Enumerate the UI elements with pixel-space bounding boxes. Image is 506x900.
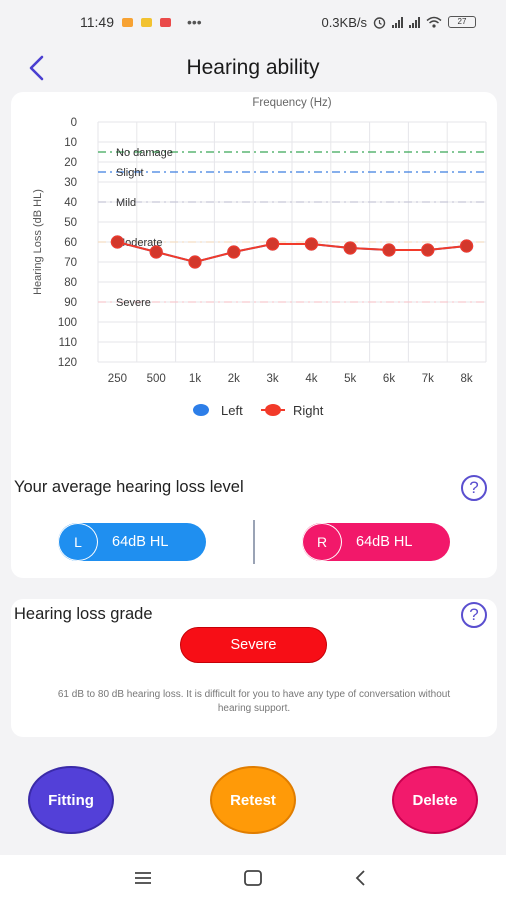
folder-icon	[141, 17, 152, 27]
x-tick-label: 1k	[189, 373, 201, 385]
legend-label-right: Right	[293, 403, 324, 418]
notification-icon	[160, 17, 171, 27]
battery-icon: 27	[448, 16, 476, 28]
x-tick-label: 2k	[228, 373, 240, 385]
page-title: Hearing ability	[186, 56, 320, 79]
data-point-right	[382, 243, 396, 257]
system-nav-bar	[0, 855, 506, 900]
x-tick-label: 7k	[422, 373, 434, 385]
y-tick-label: 10	[64, 137, 77, 149]
series-line-right	[117, 241, 467, 264]
app-header: Hearing ability	[0, 46, 506, 90]
x-tick-label: 6k	[383, 373, 395, 385]
left-ear-average: L 64dB HL	[58, 523, 206, 561]
question-icon: ?	[469, 478, 479, 497]
average-help-button[interactable]: ?	[461, 475, 487, 501]
y-tick-label: 50	[64, 217, 77, 229]
home-icon	[244, 870, 262, 886]
menu-icon	[135, 872, 151, 884]
hearing-grade-card: Hearing loss grade ? Severe 61 dB to 80 …	[11, 599, 497, 737]
status-left: 11:49 •••	[80, 14, 202, 30]
y-tick-label: 120	[58, 357, 77, 369]
data-point-right	[460, 239, 474, 253]
threshold-label: No damage	[116, 147, 173, 159]
audiogram-card: Frequency (Hz) Hearing Loss (dB HL) 0 10 20 3…	[11, 92, 497, 578]
x-tick-label: 8k	[461, 373, 473, 385]
question-icon: ?	[469, 605, 479, 624]
legend-marker-left	[193, 404, 209, 416]
ear-divider	[253, 520, 255, 564]
system-back-button[interactable]	[348, 865, 374, 891]
data-point-right	[343, 241, 357, 255]
right-ear-average: R 64dB HL	[302, 523, 450, 561]
retest-button[interactable]: Retest	[210, 766, 296, 834]
y-tick-label: 0	[71, 117, 77, 129]
signal-icon-2	[409, 16, 420, 28]
y-axis-label: Hearing Loss (dB HL)	[32, 189, 44, 295]
right-ear-value: 64dB HL	[356, 534, 413, 550]
data-point-right	[188, 255, 202, 269]
x-tick-label: 250	[108, 373, 127, 385]
right-ear-badge: R	[302, 523, 342, 561]
y-tick-label: 100	[58, 317, 77, 329]
grade-help-button[interactable]: ?	[461, 602, 487, 628]
fitting-button[interactable]: Fitting	[28, 766, 114, 834]
legend-label-left: Left	[221, 403, 243, 418]
grade-section-title: Hearing loss grade	[14, 605, 153, 623]
data-point-right	[227, 245, 241, 259]
chevron-left-icon	[29, 55, 44, 81]
threshold-label: Slight	[116, 167, 144, 179]
left-ear-value: 64dB HL	[112, 534, 169, 550]
x-tick-label: 500	[147, 373, 166, 385]
x-tick-label: 5k	[344, 373, 356, 385]
back-button[interactable]	[18, 50, 54, 86]
data-point-right	[110, 235, 125, 249]
threshold-label: Mild	[116, 197, 136, 209]
mi-icon	[122, 17, 133, 27]
left-ear-badge: L	[58, 523, 98, 561]
y-tick-label: 40	[64, 197, 77, 209]
y-tick-label: 70	[64, 257, 77, 269]
average-section-title: Your average hearing loss level	[14, 478, 244, 496]
data-point-right	[149, 245, 163, 259]
y-tick-label: 20	[64, 157, 77, 169]
status-time: 11:49	[80, 14, 114, 30]
data-point-right	[266, 237, 280, 251]
network-speed: 0.3KB/s	[321, 14, 367, 30]
alarm-icon	[373, 16, 386, 29]
home-button[interactable]	[240, 865, 266, 891]
y-tick-label: 60	[64, 237, 77, 249]
grade-badge: Severe	[180, 627, 327, 663]
y-tick-label: 30	[64, 177, 77, 189]
more-dots: •••	[187, 14, 202, 30]
wifi-icon	[426, 16, 442, 28]
y-tick-label: 110	[59, 337, 77, 349]
status-right: 0.3KB/s 27	[321, 15, 476, 30]
audiogram-chart: Frequency (Hz) Hearing Loss (dB HL) 0 10 20 3…	[32, 97, 487, 418]
chart-title: Frequency (Hz)	[252, 97, 331, 109]
back-icon	[355, 870, 365, 886]
x-tick-label: 3k	[267, 373, 279, 385]
threshold-label: Severe	[116, 297, 151, 309]
legend-marker-right	[265, 404, 281, 416]
data-point-right	[421, 243, 435, 257]
menu-button[interactable]	[130, 865, 156, 891]
threshold-label: Moderate	[116, 237, 162, 249]
y-tick-label: 90	[64, 297, 77, 309]
grade-description: 61 dB to 80 dB hearing loss. It is diffi…	[57, 689, 451, 714]
signal-icon	[392, 16, 403, 28]
data-point-right	[304, 237, 318, 251]
x-tick-label: 4k	[305, 373, 317, 385]
delete-button[interactable]: Delete	[392, 766, 478, 834]
y-tick-label: 80	[64, 277, 77, 289]
status-bar: 11:49 ••• 0.3KB/s 27	[0, 0, 506, 44]
